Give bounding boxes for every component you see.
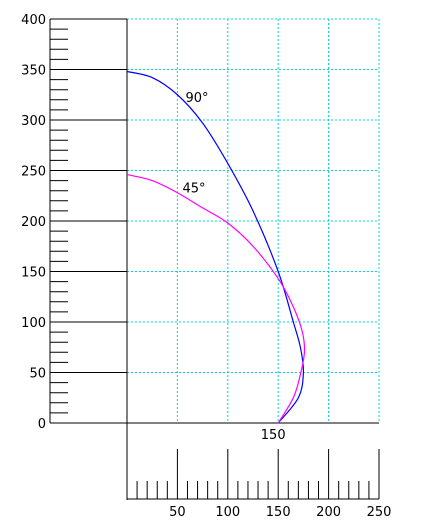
y-tick-label: 150 xyxy=(21,266,46,281)
grid xyxy=(127,18,380,423)
x-tick-label: 50 xyxy=(169,505,186,520)
series xyxy=(126,70,306,424)
y-tick-label: 400 xyxy=(21,13,46,28)
axes xyxy=(49,19,379,500)
y-tick-label: 350 xyxy=(21,64,46,79)
y-tick-label: 200 xyxy=(21,215,46,230)
y-tick-label: 300 xyxy=(21,114,46,129)
x-tick-label: 200 xyxy=(316,505,341,520)
series-line xyxy=(126,70,305,424)
y-tick-label: 100 xyxy=(21,316,46,331)
series-label: 45° xyxy=(182,182,205,197)
y-tick-label: 250 xyxy=(21,165,46,180)
labels: 0 50 100 150 200 250 300 350 400 50 100 150 200 250 15… xyxy=(21,13,391,520)
y-tick-label: 0 xyxy=(38,417,46,432)
baseline-annotation: 150 xyxy=(261,428,286,443)
x-tick-label: 150 xyxy=(266,505,291,520)
ticks xyxy=(50,18,380,499)
series-line xyxy=(126,173,306,424)
y-tick-label: 50 xyxy=(29,367,46,382)
x-tick-label: 100 xyxy=(215,505,240,520)
series-label: 90° xyxy=(185,91,208,106)
x-tick-label: 250 xyxy=(367,505,392,520)
